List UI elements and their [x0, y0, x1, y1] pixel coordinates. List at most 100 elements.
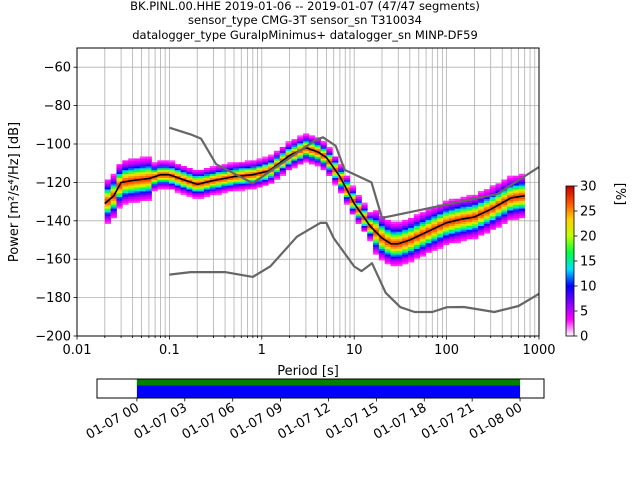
heatmap-cell [343, 202, 351, 205]
heatmap-cell [262, 158, 269, 161]
heatmap-cell [320, 141, 327, 144]
heatmap-cell [483, 191, 491, 194]
heatmap-cell [285, 148, 292, 152]
heatmap-cell [396, 223, 403, 226]
heatmap-cell [431, 229, 438, 232]
heatmap-cell [472, 217, 479, 221]
heatmap-cell [513, 202, 520, 205]
heatmap-cell [518, 200, 526, 203]
y-tick-label: −200 [35, 330, 71, 345]
heatmap-cell [238, 181, 246, 184]
heatmap-cell [122, 179, 129, 182]
heatmap-cell [198, 173, 205, 176]
heatmap-cell [466, 237, 473, 240]
heatmap-cell [303, 148, 310, 152]
heatmap-cell [186, 183, 193, 186]
heatmap-cell [110, 210, 117, 213]
heatmap-cell [233, 177, 240, 180]
heatmap-cell [448, 240, 456, 244]
heatmap-cell [174, 166, 182, 169]
heatmap-cell [209, 191, 217, 194]
heatmap-cell [472, 227, 479, 230]
heatmap-cell [268, 175, 275, 178]
heatmap-cell [133, 162, 141, 165]
heatmap-cell [478, 191, 485, 194]
heatmap-cell [390, 237, 397, 240]
heatmap-cell [273, 168, 281, 171]
heatmap-cell [431, 240, 438, 244]
heatmap-cell [326, 156, 333, 159]
heatmap-cell [262, 179, 269, 182]
heatmap-cell [145, 166, 152, 169]
heatmap-cell [279, 168, 286, 171]
heatmap-cell [518, 202, 526, 205]
heatmap-cell [314, 144, 321, 148]
heatmap-cell [227, 179, 234, 182]
heatmap-cell [413, 254, 421, 257]
heatmap-cell [431, 244, 438, 248]
heatmap-cell [256, 158, 263, 161]
heatmap-cell [518, 189, 526, 192]
heatmap-cell [238, 166, 246, 169]
heatmap-cell [413, 214, 421, 217]
heatmap-cell [448, 225, 456, 228]
heatmap-cell [501, 221, 508, 224]
heatmap-cell [460, 206, 467, 209]
heatmap-cell [460, 210, 467, 213]
heatmap-cell [104, 206, 112, 209]
heatmap-cell [384, 227, 391, 230]
heatmap-cell [466, 196, 473, 200]
heatmap-cell [139, 185, 147, 188]
heatmap-cell [314, 152, 321, 155]
heatmap-cell [145, 185, 152, 188]
heatmap-cell [273, 173, 281, 176]
heatmap-cell [402, 254, 409, 257]
heatmap-cell [495, 198, 502, 201]
heatmap-cell [343, 185, 351, 188]
heatmap-cell [163, 166, 170, 169]
heatmap-cell [466, 202, 473, 205]
heatmap-cell [402, 256, 409, 259]
heatmap-cell [373, 214, 380, 217]
heatmap-cell [268, 154, 275, 157]
heatmap-cell [408, 221, 415, 224]
heatmap-cell [285, 162, 292, 165]
heatmap-cell [151, 189, 158, 192]
heatmap-cell [507, 204, 514, 207]
heatmap-cell [110, 177, 117, 180]
heatmap-cell [104, 214, 112, 217]
heatmap-cell [396, 246, 403, 249]
heatmap-cell [390, 248, 397, 251]
heatmap-cell [460, 225, 467, 228]
heatmap-cell [425, 240, 432, 244]
heatmap-cell [460, 233, 467, 236]
heatmap-cell [513, 204, 520, 207]
heatmap-cell [384, 223, 391, 226]
colorbar-tick-label: 30 [580, 180, 597, 195]
heatmap-cell [425, 246, 432, 249]
heatmap-cell [244, 169, 252, 173]
heatmap-cell [116, 202, 123, 205]
heatmap-cell [507, 187, 514, 190]
heatmap-cell [513, 194, 520, 198]
heatmap-cell [145, 156, 152, 159]
heatmap-cell [116, 171, 123, 175]
x-tick-label: 1000 [522, 343, 555, 358]
heatmap-cell [122, 185, 129, 188]
heatmap-cell [349, 204, 356, 207]
heatmap-cell [314, 143, 321, 146]
heatmap-cell [297, 141, 304, 144]
heatmap-cell [238, 189, 246, 192]
heatmap-cell [419, 246, 426, 249]
heatmap-cell [320, 164, 327, 167]
heatmap-cell [145, 169, 152, 173]
heatmap-cell [314, 146, 321, 150]
colorbar-label: [%] [612, 183, 627, 206]
heatmap-cell [128, 164, 135, 167]
heatmap-cell [419, 239, 426, 242]
heatmap-cell [215, 168, 222, 171]
heatmap-cell [320, 168, 327, 171]
heatmap-cell [378, 252, 386, 255]
heatmap-cell [402, 252, 409, 255]
heatmap-cell [279, 156, 286, 159]
